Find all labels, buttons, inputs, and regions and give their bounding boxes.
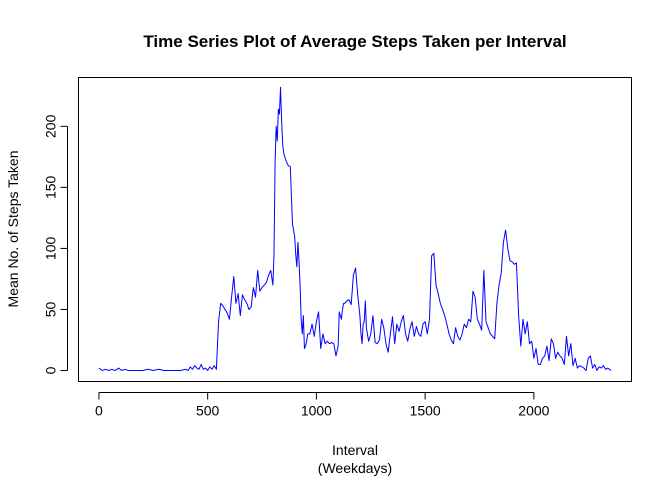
x-axis: 0 500 1000 1500 2000 — [95, 392, 550, 419]
y-tick-label: 150 — [43, 175, 59, 199]
x-tick-label: 0 — [95, 403, 103, 419]
y-tick-label: 50 — [43, 301, 59, 317]
y-axis-label: Mean No. of Steps Taken — [5, 151, 21, 308]
y-axis: 0 50 100 150 200 — [43, 114, 68, 374]
x-tick-label: 2000 — [518, 403, 549, 419]
series-layer — [98, 86, 612, 372]
x-tick-label: 1000 — [301, 403, 332, 419]
x-axis-sublabel: (Weekdays) — [318, 460, 392, 476]
x-axis-label: Interval — [332, 442, 378, 458]
series-line — [98, 86, 612, 372]
y-tick-label: 0 — [43, 366, 59, 374]
plot-area-border — [78, 77, 632, 382]
x-tick-label: 500 — [196, 403, 220, 419]
x-tick-label: 1500 — [410, 403, 441, 419]
y-tick-label: 100 — [43, 237, 59, 261]
chart-title: Time Series Plot of Average Steps Taken … — [143, 32, 566, 51]
y-tick-label: 200 — [43, 114, 59, 138]
